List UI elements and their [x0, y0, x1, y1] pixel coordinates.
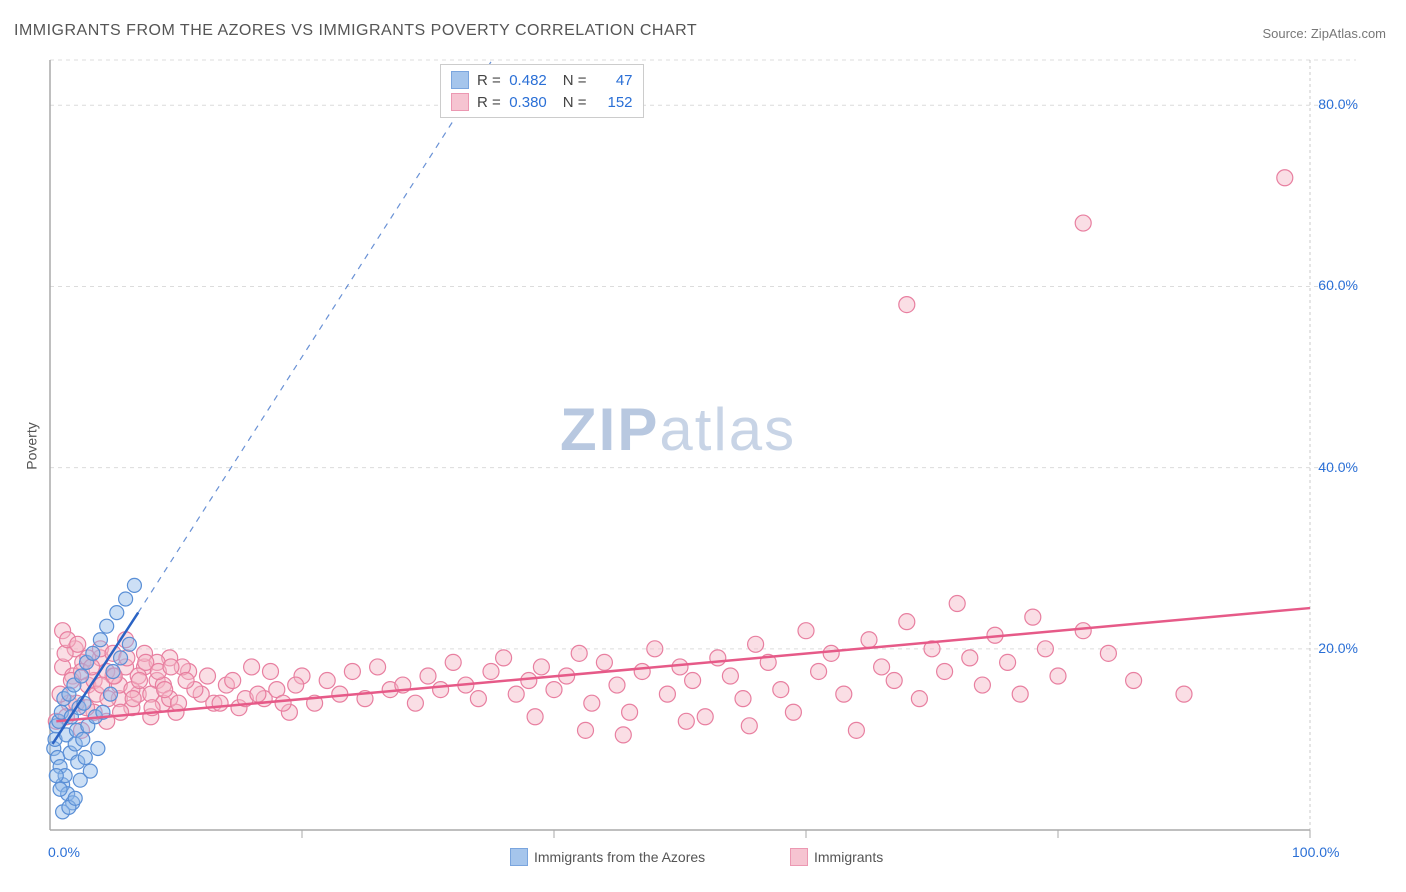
- ytick-label: 40.0%: [1318, 459, 1358, 475]
- stat-n-value: 152: [595, 94, 633, 111]
- ytick-label: 20.0%: [1318, 640, 1358, 656]
- ytick-label: 80.0%: [1318, 96, 1358, 112]
- stat-n-label: N =: [563, 72, 587, 89]
- legend-label: Immigrants: [814, 849, 883, 865]
- swatch-azores: [510, 848, 528, 866]
- stat-r-label: R =: [477, 72, 501, 89]
- ytick-label: 60.0%: [1318, 277, 1358, 293]
- swatch-azores: [451, 71, 469, 89]
- swatch-immigrants: [451, 93, 469, 111]
- stats-row-azores: R = 0.482 N = 47: [451, 69, 633, 91]
- chart-svg: [0, 0, 1406, 892]
- correlation-chart: IMMIGRANTS FROM THE AZORES VS IMMIGRANTS…: [0, 0, 1406, 892]
- legend-item-azores: Immigrants from the Azores: [510, 848, 705, 866]
- legend-item-immigrants: Immigrants: [790, 848, 883, 866]
- stat-n-label: N =: [563, 94, 587, 111]
- stat-n-value: 47: [595, 72, 633, 89]
- stats-row-immigrants: R = 0.380 N = 152: [451, 91, 633, 113]
- stat-r-value: 0.482: [509, 72, 547, 89]
- legend-label: Immigrants from the Azores: [534, 849, 705, 865]
- swatch-immigrants: [790, 848, 808, 866]
- xtick-label-min: 0.0%: [48, 844, 80, 860]
- stat-r-label: R =: [477, 94, 501, 111]
- stats-legend-box: R = 0.482 N = 47 R = 0.380 N = 152: [440, 64, 644, 118]
- xtick-label-max: 100.0%: [1292, 844, 1339, 860]
- stat-r-value: 0.380: [509, 94, 547, 111]
